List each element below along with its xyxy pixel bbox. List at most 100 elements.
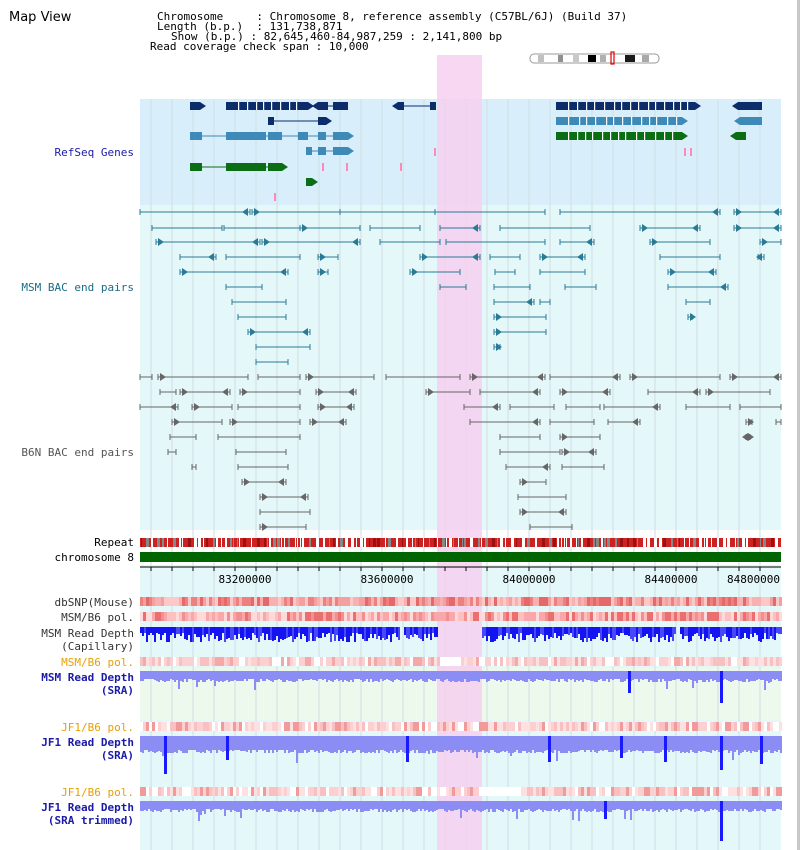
b6n-bac-end-arrow [300, 493, 306, 501]
msm-b6-pol2-cell [152, 657, 155, 666]
msm-cap-depth-bar [418, 627, 420, 638]
repeat-track[interactable] [141, 538, 778, 547]
jf1-sra-depth-bar [186, 736, 188, 753]
dbsnp-cell [464, 597, 467, 606]
jf1-trim-depth-bar [238, 801, 240, 812]
jf1-b6-pol-cell [347, 722, 350, 731]
jf1-sra-depth-bar [526, 736, 528, 753]
msm-sra-depth-bar [618, 671, 620, 679]
msm-b6-pol-cell [683, 612, 686, 621]
jf1-sra-depth-bar [728, 736, 730, 753]
jf1-b6-pol-cell [494, 722, 497, 731]
msm-sra-depth-bar [744, 671, 746, 682]
msm-sra-depth-bar [362, 671, 364, 682]
msm-cap-depth-bar [208, 627, 210, 641]
msm-b6-pol-cell [602, 612, 605, 621]
length-label: Length (b.p.) [157, 20, 244, 33]
msm-cap-depth-bar [652, 627, 654, 637]
msm-cap-depth-bar [648, 627, 650, 638]
jf1-b6-pol-cell [227, 722, 230, 731]
msm-cap-depth-bar [248, 627, 250, 638]
chromosome-ideogram[interactable] [529, 51, 660, 65]
jf1-sra-depth-bar [464, 736, 466, 752]
msm-b6-pol-cell [395, 612, 398, 621]
msm-sra-depth-bar [612, 671, 614, 680]
msm-b6-pol-cell [452, 612, 455, 621]
highlighted-region [437, 55, 482, 850]
jf1-trim-depth-bar [256, 801, 258, 812]
exon-boundary [568, 132, 570, 140]
msm-sra-depth-bar [594, 671, 596, 682]
msm-b6-pol-cell [314, 612, 317, 621]
msm-sra-depth-bar [540, 671, 542, 680]
jf1-sra-depth-bar [580, 736, 582, 750]
msm-sra-depth-bar [588, 671, 590, 680]
chromosome-bar[interactable] [140, 552, 781, 562]
msm-cap-depth-bar [700, 627, 702, 639]
msm-b6-pol2-cell [149, 657, 152, 666]
msm-sra-depth-bar [620, 671, 622, 682]
msm-sra-depth-bar [770, 671, 772, 682]
dbsnp-cell [503, 597, 506, 606]
repeat-mark [500, 538, 503, 547]
msm-b6-pol-cell [725, 612, 728, 621]
jf1-b6-pol2-cell [599, 787, 602, 796]
msm-b6-pol-cell [338, 612, 341, 621]
dbsnp-cell [698, 597, 701, 606]
jf1-sra-depth-bar [332, 736, 334, 753]
msm-sra-depth-bar [392, 671, 394, 682]
jf1-b6-pol2-cell [713, 787, 716, 796]
jf1-sra-depth-bar [538, 736, 540, 752]
msm-b6-pol2-cell [350, 657, 353, 666]
msm-b6-pol-cell [302, 612, 305, 621]
refseq-genes-track[interactable] [190, 102, 762, 201]
jf1-b6-pol2-cell [500, 787, 503, 796]
jf1-trim-depth-bar [162, 801, 164, 810]
jf1-trim-depth-bar [330, 801, 332, 812]
msm-sra-depth-bar [598, 671, 600, 680]
msm-bac-track[interactable] [139, 208, 782, 365]
jf1-sra-depth-bar [748, 736, 750, 751]
right-border [797, 0, 800, 850]
msm-sra-depth-bar [678, 671, 680, 679]
jf1-trim-depth-bar [440, 801, 442, 809]
jf1-b6-pol2-cell [347, 787, 350, 796]
jf1-b6-pol2-cell [614, 787, 617, 796]
msm-cap-depth-bar [768, 627, 770, 639]
msm-b6-pol-cell [284, 612, 287, 621]
msm-cap-depth-bar [482, 627, 484, 638]
msm-b6-pol2-cell [254, 657, 257, 666]
b6n-bac-track[interactable] [139, 373, 782, 531]
repeat-mark [162, 538, 164, 547]
page-title: Map View [9, 10, 72, 25]
label-msm-depth-cap-1: MSM Read Depth [41, 627, 134, 640]
msm-b6-pol2-cell [569, 657, 572, 666]
msm-b6-pol2-cell [533, 657, 536, 666]
jf1-b6-pol-cell [275, 722, 278, 731]
msm-b6-pol-cell [518, 612, 521, 621]
jf1-sra-depth-bar [554, 736, 556, 750]
jf1-trim-depth-bar [338, 801, 340, 810]
heat-tracks[interactable] [140, 597, 782, 796]
msm-b6-pol2-cell [683, 657, 686, 666]
depth-tracks[interactable] [140, 627, 782, 841]
jf1-sra-depth-bar [766, 736, 768, 752]
msm-sra-depth-bar [316, 671, 318, 681]
dbsnp-cell [257, 597, 260, 606]
dbsnp-cell [512, 597, 515, 606]
jf1-trim-depth-bar [352, 801, 354, 810]
jf1-sra-depth-bar [438, 736, 440, 752]
jf1-b6-pol2-cell [746, 787, 749, 796]
b6n-bac-end-arrow [222, 388, 228, 396]
msm-sra-depth-bar [532, 671, 534, 682]
jf1-trim-depth-bar [558, 801, 560, 812]
msm-cap-depth-bar [534, 627, 536, 642]
msm-sra-depth-bar [600, 671, 602, 679]
jf1-trim-depth-bar [676, 801, 678, 810]
msm-b6-pol2-cell [689, 657, 692, 666]
msm-cap-depth-bar [176, 627, 178, 634]
jf1-sra-depth-bar [236, 736, 238, 750]
dbsnp-cell [662, 597, 665, 606]
exon-boundary [621, 102, 623, 110]
